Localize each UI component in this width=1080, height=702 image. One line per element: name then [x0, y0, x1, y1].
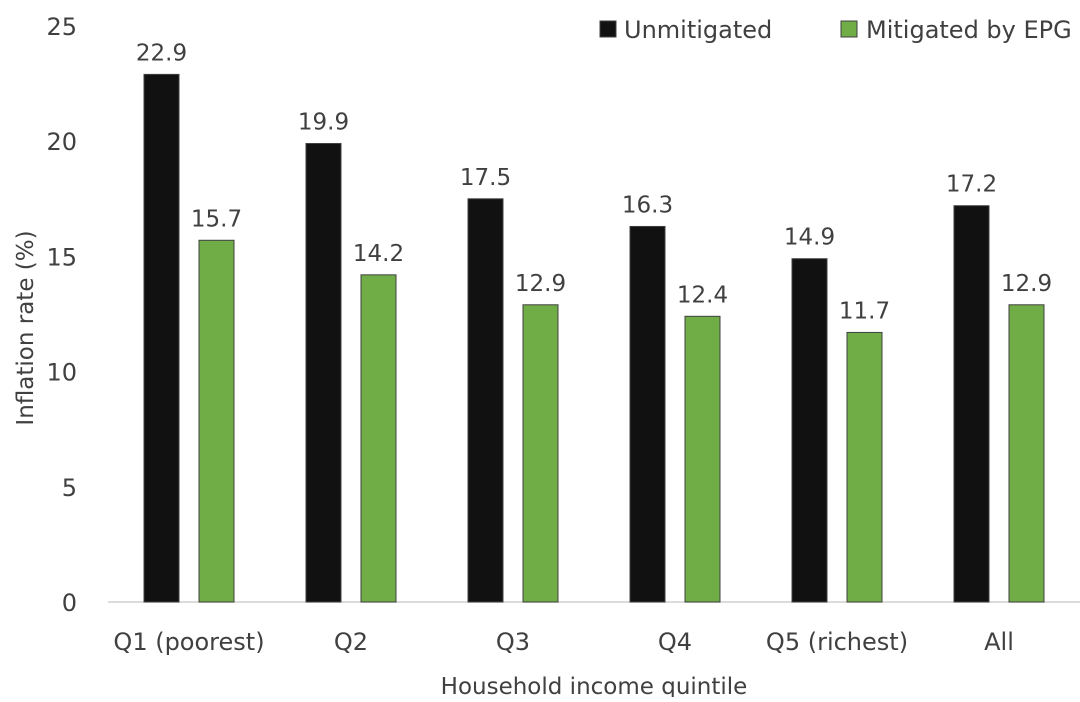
y-tick-label: 25 [46, 13, 77, 41]
bars-group [143, 73, 1045, 603]
data-label: 11.7 [839, 298, 890, 324]
bar-mitigated [360, 274, 397, 603]
data-label: 12.9 [515, 271, 566, 297]
y-tick-label: 0 [62, 589, 77, 617]
legend-swatch-unmitigated [599, 20, 617, 38]
bar-unmitigated [791, 258, 828, 603]
legend-label: Mitigated by EPG [866, 16, 1072, 44]
x-tick-label: Q2 [334, 628, 368, 656]
bar-unmitigated [305, 143, 342, 603]
bar-unmitigated [143, 73, 180, 603]
bar-unmitigated [467, 198, 504, 603]
y-tick-label: 20 [46, 128, 77, 156]
data-label: 17.2 [946, 172, 997, 198]
x-tick-label: All [984, 628, 1014, 656]
data-label: 14.2 [353, 241, 404, 267]
bar-mitigated [846, 331, 883, 603]
legend-label: Unmitigated [624, 16, 772, 44]
bar-mitigated [198, 239, 235, 603]
y-tick-label: 10 [46, 359, 77, 387]
x-tick-label: Q3 [496, 628, 530, 656]
data-label: 15.7 [191, 206, 242, 232]
legend-swatch-mitigated [840, 20, 858, 38]
bar-unmitigated [629, 225, 666, 603]
bar-mitigated [522, 304, 559, 603]
x-tick-labels: Q1 (poorest) Q2 Q3 Q4 Q5 (richest) All [113, 628, 1013, 656]
x-axis-title: Household income quintile [441, 674, 748, 697]
y-axis-title: Inflation rate (%) [13, 230, 39, 425]
bar-mitigated [1008, 304, 1045, 603]
data-labels-group: 22.9 15.7 19.9 14.2 17.5 12.9 16.3 12.4 14.9 11.7… [136, 40, 1052, 324]
data-label: 19.9 [298, 110, 349, 136]
data-label: 12.9 [1001, 271, 1052, 297]
x-tick-label: Q1 (poorest) [113, 628, 264, 656]
bar-mitigated [684, 315, 721, 603]
y-tick-labels: 0 5 10 15 20 25 [46, 13, 77, 617]
x-tick-label: Q5 (richest) [766, 628, 908, 656]
x-tick-label: Q4 [658, 628, 692, 656]
data-label: 14.9 [784, 225, 835, 251]
y-tick-label: 15 [46, 243, 77, 271]
data-label: 16.3 [622, 192, 673, 218]
data-label: 12.4 [677, 282, 728, 308]
bar-unmitigated [953, 205, 990, 603]
y-tick-label: 5 [62, 474, 77, 502]
data-label: 22.9 [136, 40, 187, 66]
data-label: 17.5 [460, 165, 511, 191]
legend: Unmitigated Mitigated by EPG [599, 16, 1072, 44]
